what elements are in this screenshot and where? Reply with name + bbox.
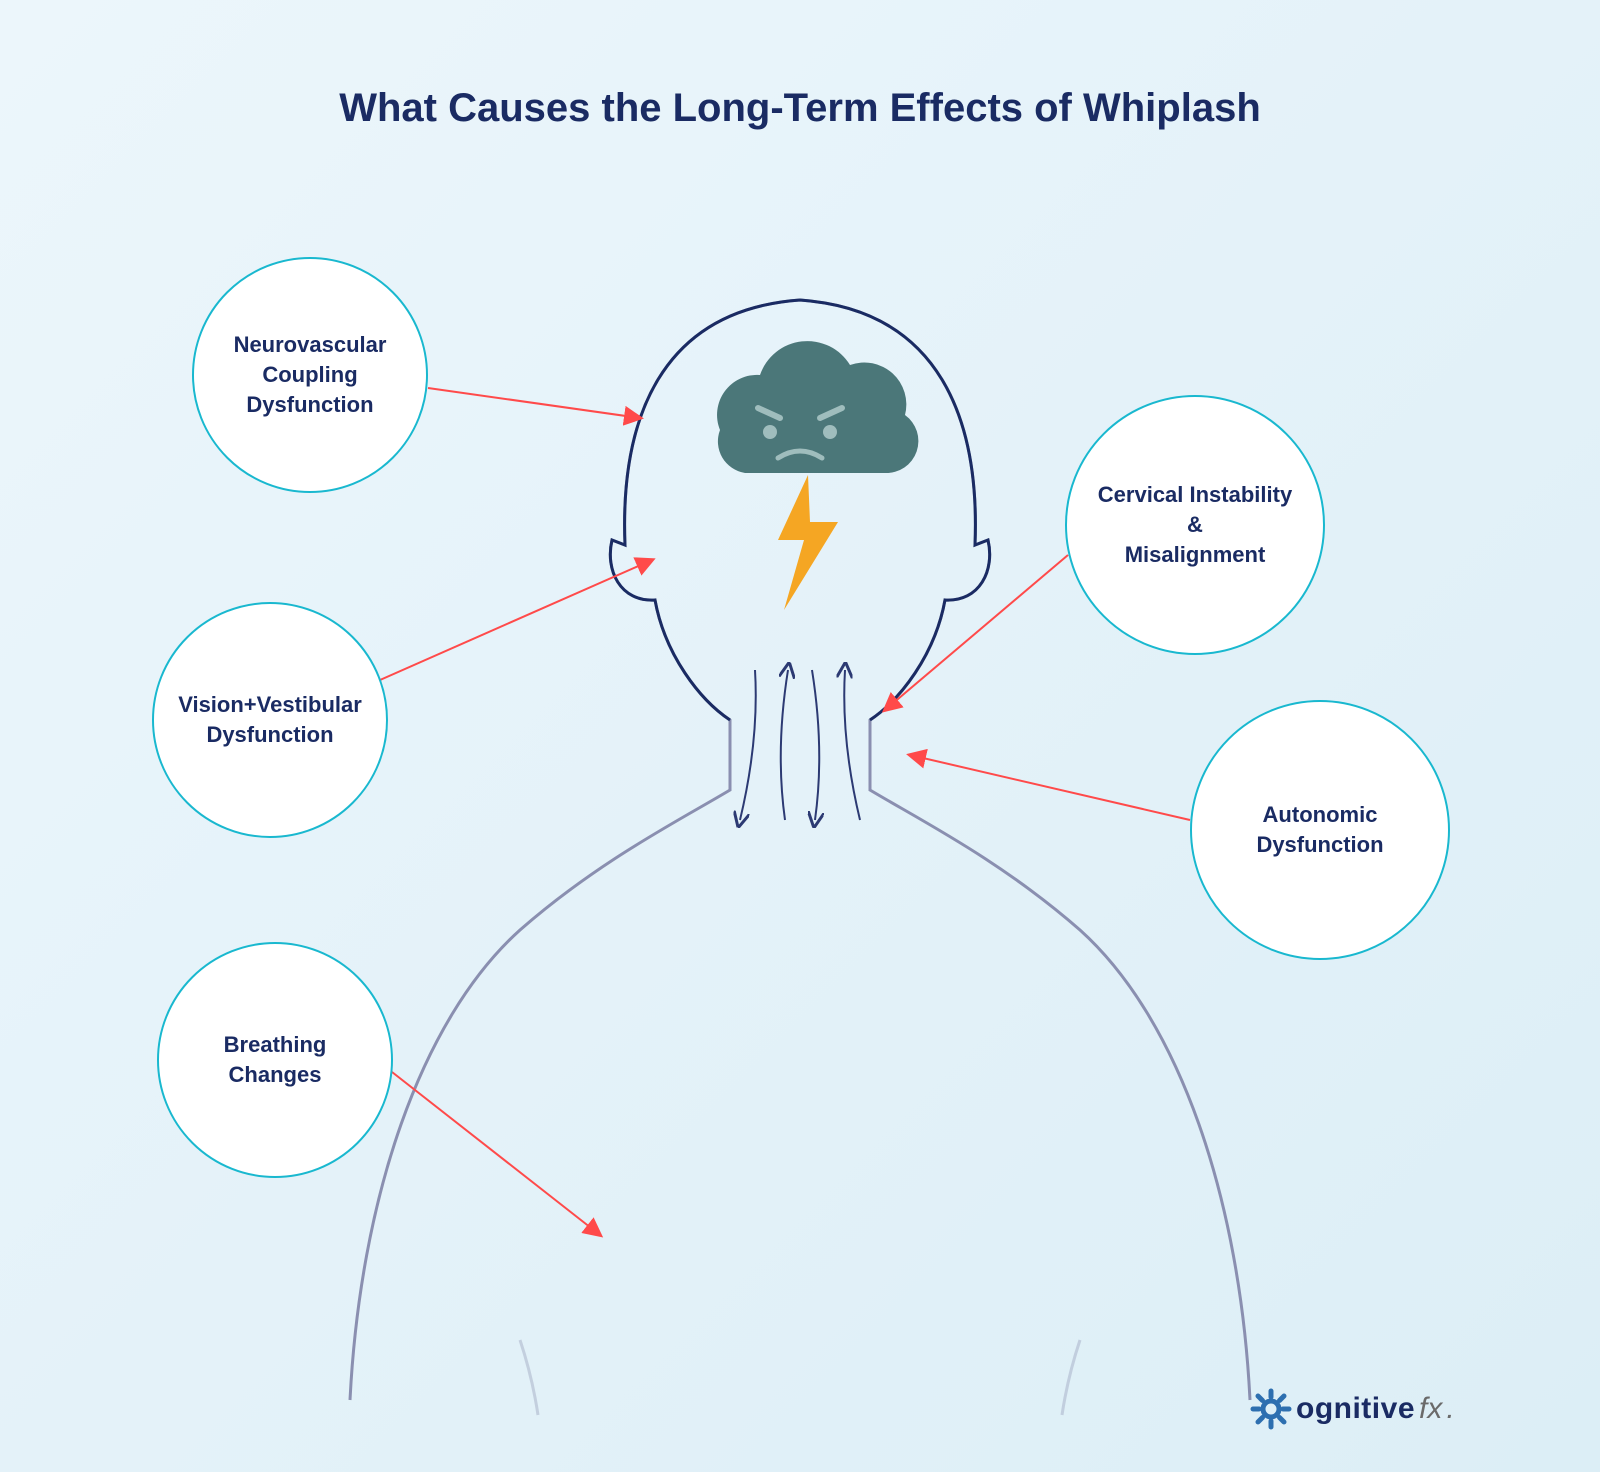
head-outline: [610, 300, 989, 720]
brand-logo: ognitivefx.: [1250, 1388, 1455, 1430]
logo-period: .: [1446, 1392, 1454, 1426]
arrow-autonomic: [910, 755, 1190, 820]
shoulder-creases: [520, 1340, 1080, 1415]
logo-fx: fx: [1419, 1392, 1442, 1426]
neck-flow-lines: [740, 670, 860, 820]
bubble-cervical: Cervical Instability&Misalignment: [1065, 395, 1325, 655]
arrow-cervical: [885, 555, 1068, 710]
arrow-breathing: [392, 1072, 600, 1235]
bubble-autonomic: AutonomicDysfunction: [1190, 700, 1450, 960]
lightning-bolt-icon: [778, 475, 838, 610]
bubble-breathing: BreathingChanges: [157, 942, 393, 1178]
bubble-neurovascular: NeurovascularCouplingDysfunction: [192, 257, 428, 493]
arrow-neurovascular: [428, 388, 640, 418]
bubble-vision-vestibular: Vision+VestibularDysfunction: [152, 602, 388, 838]
logo-text: ognitive: [1296, 1392, 1415, 1426]
gear-icon: [1250, 1388, 1292, 1430]
infographic-canvas: What Causes the Long-Term Effects of Whi…: [0, 0, 1600, 1472]
storm-cloud-icon: [717, 341, 918, 610]
arrow-vision-vestibular: [380, 560, 652, 680]
page-title: What Causes the Long-Term Effects of Whi…: [0, 86, 1600, 131]
